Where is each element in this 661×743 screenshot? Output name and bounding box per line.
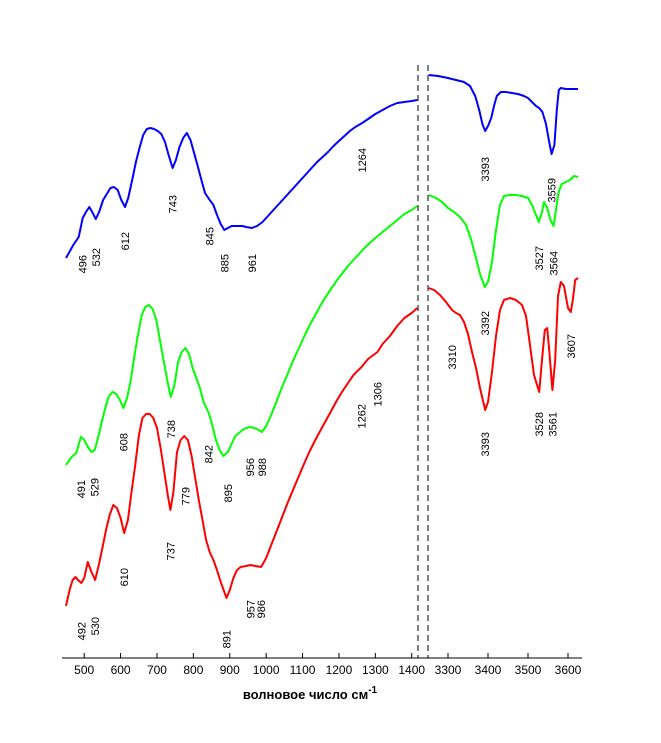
x-tick-label: 600 (111, 663, 131, 677)
peak-label: 842 (204, 445, 216, 463)
peak-label: 491 (76, 480, 88, 498)
x-axis: 500 600 700 800 900 1000 1100 1200 1300 1400 3300 3… (62, 65, 582, 677)
x-tick-label: 1000 (253, 663, 280, 677)
peak-label: 3393 (480, 157, 492, 181)
peak-label: 891 (222, 630, 234, 648)
peak-label: 3310 (447, 345, 459, 369)
x-axis-title-text: волновое число см (243, 687, 368, 702)
x-tick-label: 800 (183, 663, 203, 677)
peak-label: 1262 (357, 404, 369, 428)
peak-label: 3564 (549, 251, 561, 275)
x-tick-label: 1300 (362, 663, 389, 677)
peak-label: 1264 (357, 148, 369, 172)
peak-label: 610 (119, 568, 131, 586)
peak-label: 961 (247, 254, 259, 272)
series-line-2-low (65, 205, 418, 466)
spectra-series (65, 74, 579, 607)
peak-label: 845 (205, 227, 217, 245)
peak-label: 1306 (373, 382, 385, 406)
peak-label: 885 (219, 254, 231, 272)
x-tick-label: 3600 (555, 663, 582, 677)
peak-label: 3392 (480, 311, 492, 335)
peak-label: 956 (245, 458, 257, 476)
peak-label: 895 (223, 484, 235, 502)
series-line-1-low (65, 99, 418, 259)
peak-label: 3559 (547, 178, 559, 202)
peak-label: 3528 (534, 412, 546, 436)
peak-label: 3561 (547, 412, 559, 436)
peak-label: 3527 (534, 246, 546, 270)
peak-label: 529 (90, 478, 102, 496)
peak-label: 530 (90, 617, 102, 635)
series-line-3-high (428, 277, 579, 411)
series-line-2-high (428, 175, 579, 288)
x-tick-label: 1100 (290, 663, 316, 677)
peak-label: 738 (166, 420, 178, 438)
peak-label: 988 (257, 458, 269, 476)
peak-label: 608 (119, 433, 131, 451)
x-tick-label: 500 (74, 663, 94, 677)
x-tick-label: 1200 (326, 663, 353, 677)
x-axis-title-superscript: -1 (368, 685, 377, 696)
series-line-1-high (428, 74, 578, 155)
peak-label: 743 (168, 195, 180, 213)
x-tick-label: 3500 (515, 663, 542, 677)
x-tick-label: 700 (147, 663, 167, 677)
peak-label: 737 (165, 542, 177, 560)
peak-label: 3393 (480, 432, 492, 456)
series-line-3-low (65, 307, 418, 607)
peak-label: 496 (78, 255, 90, 273)
x-tick-label: 900 (220, 663, 240, 677)
peak-label: 957 (246, 600, 258, 618)
peak-label: 492 (76, 622, 88, 640)
peak-label: 612 (120, 232, 132, 250)
peak-label: 532 (91, 248, 103, 266)
x-axis-title: волновое число см-1 (243, 685, 378, 702)
peak-label: 3607 (566, 334, 578, 358)
x-tick-label: 3300 (435, 663, 462, 677)
x-tick-label: 1400 (398, 663, 425, 677)
peak-label: 986 (256, 600, 268, 618)
x-tick-label: 3400 (475, 663, 502, 677)
peak-label: 779 (181, 487, 193, 505)
